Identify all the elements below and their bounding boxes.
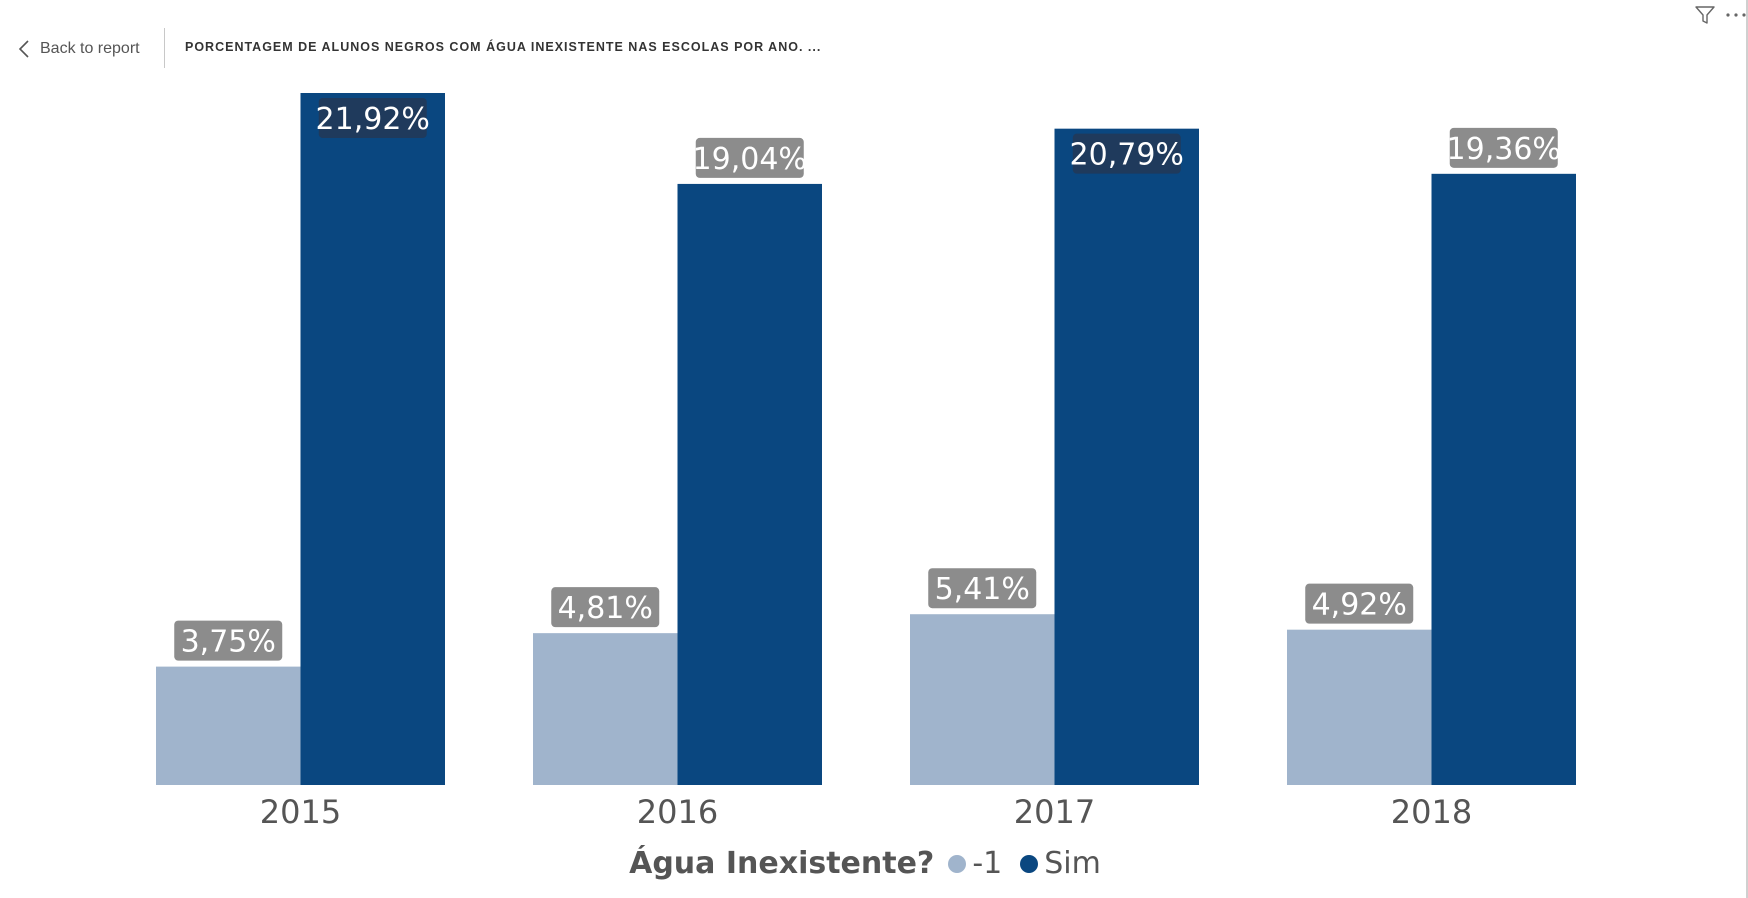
top-bar: Back to report PORCENTAGEM DE ALUNOS NEG… (0, 0, 1748, 80)
data-label-background (174, 620, 283, 661)
legend-item-series-1[interactable]: -1 (948, 846, 1002, 881)
scrollbar[interactable] (1746, 0, 1748, 898)
x-axis-tick-label: 2016 (637, 793, 718, 831)
bar-2017--1[interactable] (910, 614, 1055, 785)
data-label-background (1305, 583, 1414, 624)
bar-2018-Sim[interactable] (1431, 173, 1577, 786)
legend-dot-icon (1020, 854, 1039, 873)
data-label-background (695, 137, 804, 178)
data-label: 20,79% (1070, 138, 1184, 173)
data-label: 4,81% (558, 591, 653, 626)
bar-chart: 3,75% 21,92% 2015 4,81% 19,04% 2016 5,41% 20,79… (156, 93, 1577, 831)
data-label: 21,92% (316, 102, 430, 137)
data-label: 4,92% (1312, 588, 1407, 623)
data-label-background (928, 568, 1037, 609)
data-label: 19,36% (1447, 132, 1561, 167)
x-axis-tick-label: 2017 (1014, 793, 1095, 831)
data-label-background (551, 587, 660, 628)
data-label: 19,04% (693, 142, 807, 177)
data-label: 3,75% (181, 625, 276, 660)
legend-title: Água Inexistente? (629, 846, 935, 881)
bar-2018--1[interactable] (1287, 629, 1432, 785)
bar-2016-Sim[interactable] (677, 183, 823, 786)
chart-title: PORCENTAGEM DE ALUNOS NEGROS COM ÁGUA IN… (185, 40, 822, 54)
legend-label: Sim (1044, 846, 1101, 881)
chevron-left-icon (18, 39, 30, 59)
data-label: 5,41% (935, 572, 1030, 607)
legend-label: -1 (972, 846, 1003, 881)
back-to-report-button[interactable]: Back to report (18, 36, 140, 62)
bar-2017-Sim[interactable] (1054, 128, 1200, 786)
header-divider (164, 28, 165, 68)
bar-2015-Sim[interactable] (300, 93, 446, 785)
data-label-background (318, 98, 427, 138)
x-axis-tick-label: 2015 (260, 793, 341, 831)
bar-2015--1[interactable] (156, 666, 301, 785)
bar-2016--1[interactable] (533, 633, 678, 785)
back-to-report-label: Back to report (40, 40, 140, 57)
more-options-icon[interactable] (1724, 4, 1748, 26)
visual-toolbar (1694, 4, 1748, 26)
x-axis-tick-label: 2018 (1391, 793, 1472, 831)
filter-icon[interactable] (1694, 4, 1716, 26)
data-label-background (1072, 133, 1181, 174)
legend-item-series-2[interactable]: Sim (1020, 846, 1101, 881)
legend: Água Inexistente? -1 Sim (0, 846, 1748, 881)
legend-dot-icon (948, 854, 967, 873)
data-label-background (1449, 127, 1558, 168)
